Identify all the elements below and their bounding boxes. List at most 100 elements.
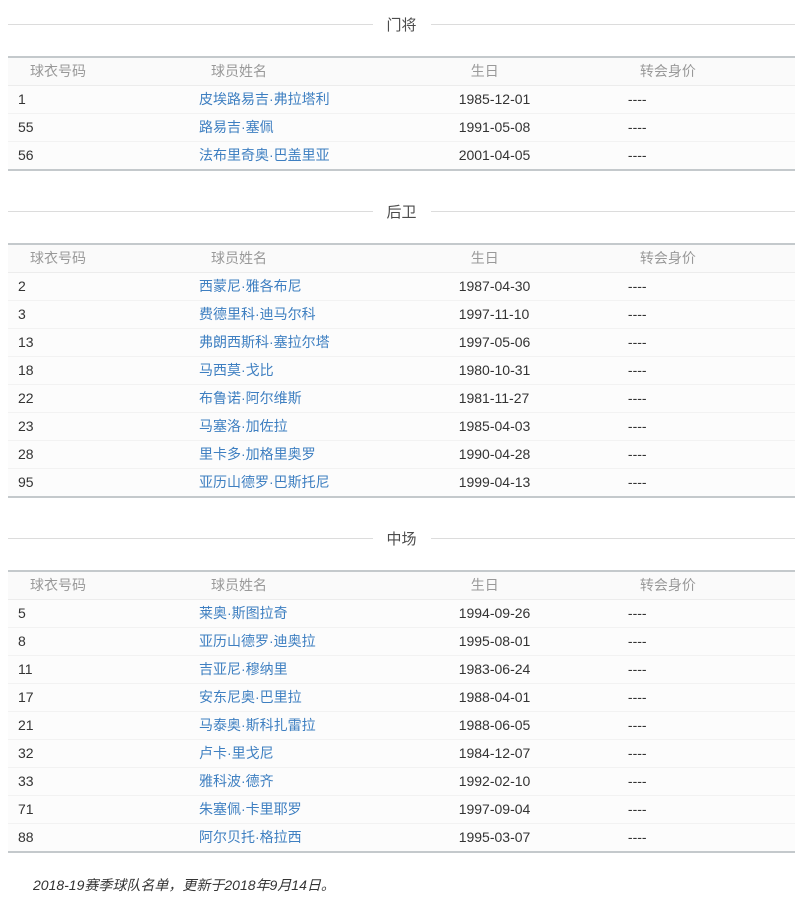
birthday-cell: 1980-10-31 bbox=[458, 362, 531, 378]
table-row: 56 法布里奇奥·巴盖里亚 2001-04-05 ---- bbox=[8, 141, 795, 171]
table-row: 1 皮埃路易吉·弗拉塔利 1985-12-01 ---- bbox=[8, 85, 795, 114]
player-name-cell: 莱奥·斯图拉奇 bbox=[189, 600, 449, 628]
player-name-cell: 弗朗西斯科·塞拉尔塔 bbox=[189, 329, 449, 357]
player-name-cell: 法布里奇奥·巴盖里亚 bbox=[189, 142, 449, 171]
column-header-jersey-number: 球衣号码 bbox=[30, 577, 86, 593]
jersey-number-cell: 33 bbox=[18, 773, 34, 789]
birthday-cell: 1997-11-10 bbox=[458, 306, 530, 322]
birthday-cell: 2001-04-05 bbox=[458, 147, 531, 163]
divider-line-left bbox=[8, 24, 373, 25]
column-header-player-name: 球员姓名 bbox=[211, 577, 267, 593]
birthday-cell: 1981-11-27 bbox=[458, 390, 530, 406]
column-header-transfer-value: 转会身价 bbox=[639, 63, 696, 79]
birthday-cell: 1988-04-01 bbox=[458, 689, 531, 705]
transfer-value-cell: ---- bbox=[627, 446, 647, 462]
player-link[interactable]: 皮埃路易吉·弗拉塔利 bbox=[199, 91, 330, 107]
player-name-cell: 安东尼奥·巴里拉 bbox=[189, 684, 449, 712]
birthday-cell: 1999-04-13 bbox=[458, 474, 531, 490]
table-row: 55 路易吉·塞佩 1991-05-08 ---- bbox=[8, 113, 795, 142]
jersey-number-cell: 3 bbox=[18, 306, 26, 322]
jersey-number-cell: 13 bbox=[18, 334, 34, 350]
player-name-cell: 费德里科·迪马尔科 bbox=[189, 301, 449, 329]
player-link[interactable]: 路易吉·塞佩 bbox=[199, 119, 274, 135]
table-row: 17 安东尼奥·巴里拉 1988-04-01 ---- bbox=[8, 683, 795, 712]
table-header-row: 球衣号码 球员姓名 生日 转会身价 bbox=[8, 571, 795, 600]
table-row: 11 吉亚尼·穆纳里 1983-06-24 ---- bbox=[8, 655, 795, 684]
player-link[interactable]: 阿尔贝托·格拉西 bbox=[199, 829, 302, 845]
player-link[interactable]: 马西莫·戈比 bbox=[199, 362, 274, 378]
player-link[interactable]: 法布里奇奥·巴盖里亚 bbox=[199, 147, 330, 163]
birthday-cell: 1997-09-04 bbox=[458, 801, 531, 817]
player-link[interactable]: 西蒙尼·雅各布尼 bbox=[199, 278, 302, 294]
jersey-number-cell: 11 bbox=[18, 661, 33, 677]
player-link[interactable]: 亚历山德罗·巴斯托尼 bbox=[199, 474, 330, 490]
player-link[interactable]: 朱塞佩·卡里耶罗 bbox=[199, 801, 302, 817]
table-row: 21 马泰奥·斯科扎雷拉 1988-06-05 ---- bbox=[8, 711, 795, 740]
jersey-number-cell: 21 bbox=[18, 717, 34, 733]
player-link[interactable]: 安东尼奥·巴里拉 bbox=[199, 689, 302, 705]
section-divider: 中场 bbox=[8, 528, 796, 549]
jersey-number-cell: 18 bbox=[18, 362, 34, 378]
column-header-player-name: 球员姓名 bbox=[211, 63, 267, 79]
player-link[interactable]: 布鲁诺·阿尔维斯 bbox=[199, 390, 302, 406]
jersey-number-cell: 5 bbox=[18, 605, 26, 621]
table-row: 5 莱奥·斯图拉奇 1994-09-26 ---- bbox=[8, 599, 795, 628]
transfer-value-cell: ---- bbox=[627, 829, 647, 845]
table-row: 23 马塞洛·加佐拉 1985-04-03 ---- bbox=[8, 412, 795, 441]
transfer-value-cell: ---- bbox=[627, 306, 647, 322]
table-row: 71 朱塞佩·卡里耶罗 1997-09-04 ---- bbox=[8, 795, 795, 824]
player-link[interactable]: 弗朗西斯科·塞拉尔塔 bbox=[199, 334, 330, 350]
player-link[interactable]: 里卡多·加格里奥罗 bbox=[199, 446, 316, 462]
table-row: 22 布鲁诺·阿尔维斯 1981-11-27 ---- bbox=[8, 384, 795, 413]
column-header-birthday: 生日 bbox=[470, 250, 499, 266]
jersey-number-cell: 71 bbox=[18, 801, 34, 817]
player-name-cell: 布鲁诺·阿尔维斯 bbox=[189, 385, 449, 413]
table-header-row: 球衣号码 球员姓名 生日 转会身价 bbox=[8, 244, 795, 273]
jersey-number-cell: 56 bbox=[18, 147, 34, 163]
table-row: 95 亚历山德罗·巴斯托尼 1999-04-13 ---- bbox=[8, 468, 795, 497]
player-link[interactable]: 亚历山德罗·迪奥拉 bbox=[199, 633, 316, 649]
transfer-value-cell: ---- bbox=[627, 661, 647, 677]
column-header-birthday: 生日 bbox=[470, 63, 499, 79]
jersey-number-cell: 22 bbox=[18, 390, 34, 406]
birthday-cell: 1985-12-01 bbox=[458, 91, 531, 107]
table-row: 3 费德里科·迪马尔科 1997-11-10 ---- bbox=[8, 300, 795, 329]
transfer-value-cell: ---- bbox=[627, 278, 647, 294]
birthday-cell: 1995-03-07 bbox=[458, 829, 531, 845]
birthday-cell: 1992-02-10 bbox=[458, 773, 531, 789]
jersey-number-cell: 2 bbox=[18, 278, 26, 294]
footer-note: 2018-19赛季球队名单，更新于2018年9月14日。 bbox=[33, 877, 335, 893]
player-link[interactable]: 卢卡·里戈尼 bbox=[199, 745, 274, 761]
transfer-value-cell: ---- bbox=[627, 633, 647, 649]
section-title: 门将 bbox=[386, 17, 417, 34]
birthday-cell: 1987-04-30 bbox=[458, 278, 531, 294]
table-row: 32 卢卡·里戈尼 1984-12-07 ---- bbox=[8, 739, 795, 768]
player-name-cell: 雅科波·德齐 bbox=[189, 768, 449, 796]
divider-line-left bbox=[8, 538, 373, 539]
roster: 门将 球衣号码 球员姓名 生日 转会身价 1 皮埃路易吉·弗拉塔利 1985-12-01-… bbox=[0, 14, 803, 853]
birthday-cell: 1983-06-24 bbox=[458, 661, 531, 677]
transfer-value-cell: ---- bbox=[627, 362, 647, 378]
table-row: 13 弗朗西斯科·塞拉尔塔 1997-05-06 ---- bbox=[8, 328, 795, 357]
transfer-value-cell: ---- bbox=[627, 745, 647, 761]
player-name-cell: 朱塞佩·卡里耶罗 bbox=[189, 796, 449, 824]
player-name-cell: 阿尔贝托·格拉西 bbox=[189, 824, 449, 853]
jersey-number-cell: 8 bbox=[18, 633, 26, 649]
player-link[interactable]: 费德里科·迪马尔科 bbox=[199, 306, 316, 322]
player-link[interactable]: 吉亚尼·穆纳里 bbox=[199, 661, 288, 677]
birthday-cell: 1985-04-03 bbox=[458, 418, 531, 434]
roster-table: 球衣号码 球员姓名 生日 转会身价 2 西蒙尼·雅各布尼 1987-04-30 ---- 3 费… bbox=[8, 243, 795, 498]
transfer-value-cell: ---- bbox=[627, 474, 647, 490]
player-link[interactable]: 马塞洛·加佐拉 bbox=[199, 418, 288, 434]
player-name-cell: 皮埃路易吉·弗拉塔利 bbox=[189, 86, 449, 114]
table-row: 28 里卡多·加格里奥罗 1990-04-28 ---- bbox=[8, 440, 795, 469]
section-title: 后卫 bbox=[386, 204, 417, 221]
player-name-cell: 亚历山德罗·迪奥拉 bbox=[189, 628, 449, 656]
transfer-value-cell: ---- bbox=[627, 773, 647, 789]
player-link[interactable]: 莱奥·斯图拉奇 bbox=[199, 605, 288, 621]
player-link[interactable]: 马泰奥·斯科扎雷拉 bbox=[199, 717, 316, 733]
player-name-cell: 马西莫·戈比 bbox=[189, 357, 449, 385]
column-header-transfer-value: 转会身价 bbox=[639, 250, 696, 266]
player-name-cell: 卢卡·里戈尼 bbox=[189, 740, 449, 768]
player-link[interactable]: 雅科波·德齐 bbox=[199, 773, 274, 789]
